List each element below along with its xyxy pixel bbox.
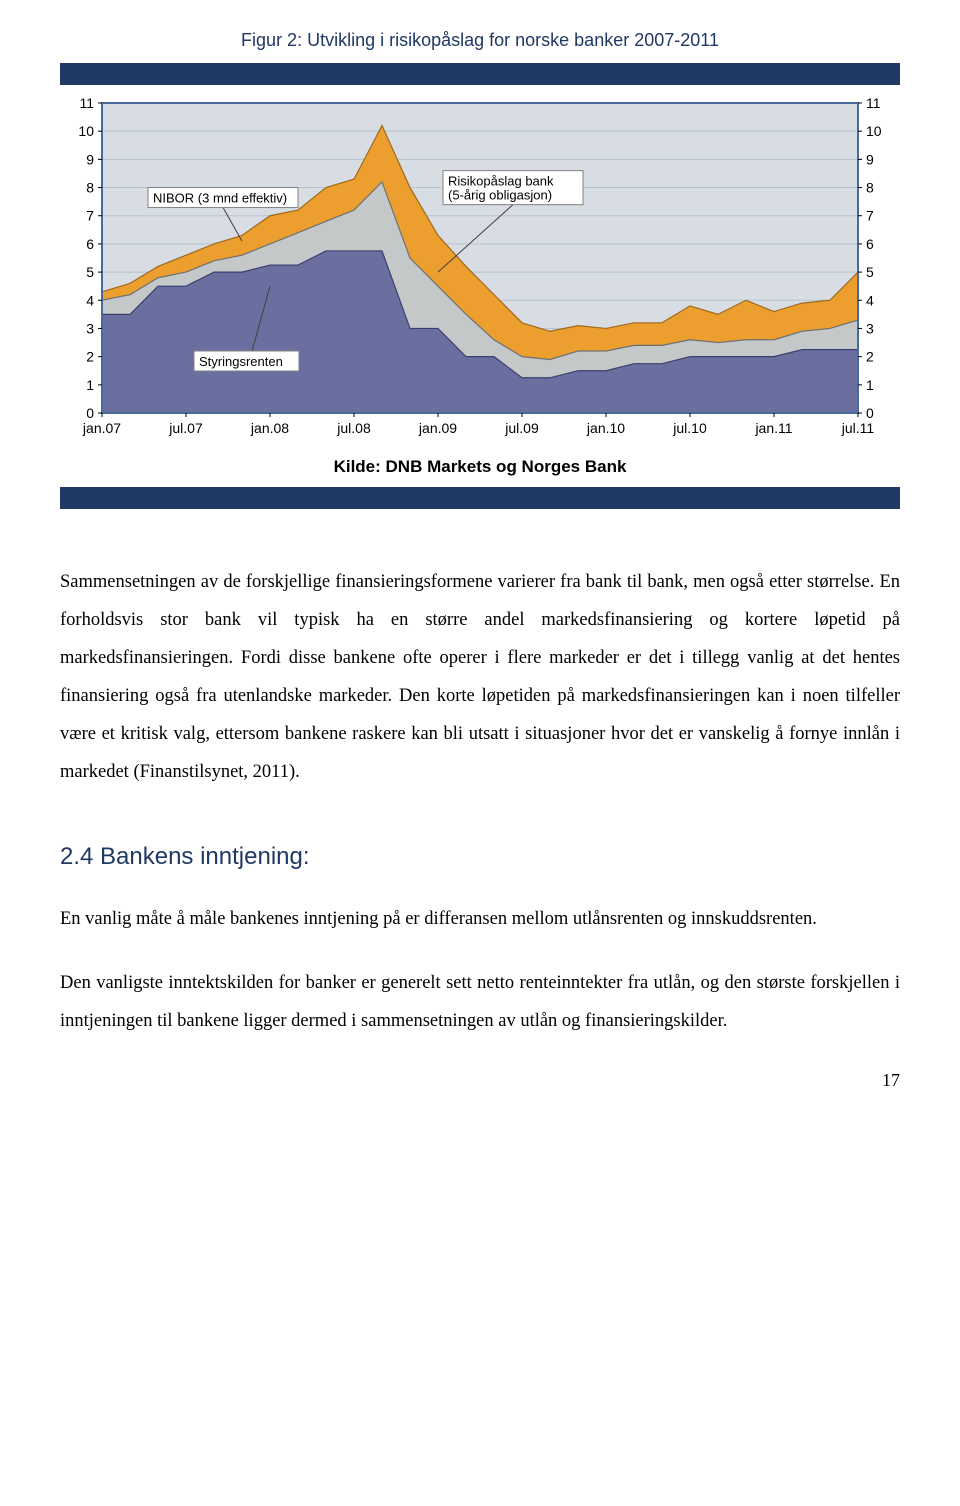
svg-text:2: 2 <box>86 349 94 365</box>
svg-text:5: 5 <box>866 264 874 280</box>
svg-text:6: 6 <box>866 236 874 252</box>
svg-text:3: 3 <box>866 320 874 336</box>
risk-spread-chart: 0 1 2 3 4 5 6 7 8 9 10 11 0 1 2 3 4 5 6 7 8 9 10 11 jan.07 jul.… <box>60 93 900 443</box>
page-number: 17 <box>60 1070 900 1091</box>
svg-text:10: 10 <box>866 123 882 139</box>
svg-text:NIBOR (3 mnd effektiv): NIBOR (3 mnd effektiv) <box>153 191 287 206</box>
svg-text:1: 1 <box>86 377 94 393</box>
svg-text:jan.08: jan.08 <box>250 420 289 436</box>
svg-text:3: 3 <box>86 320 94 336</box>
figure-source: Kilde: DNB Markets og Norges Bank <box>60 457 900 477</box>
svg-text:0: 0 <box>86 405 94 421</box>
svg-text:10: 10 <box>78 123 94 139</box>
svg-text:2: 2 <box>866 349 874 365</box>
svg-text:4: 4 <box>86 292 94 308</box>
svg-text:11: 11 <box>79 95 94 111</box>
paragraph-3: Den vanligste inntektskilden for banker … <box>60 965 900 1041</box>
divider-top <box>60 63 900 85</box>
svg-text:8: 8 <box>86 180 94 196</box>
svg-text:jan.11: jan.11 <box>754 420 792 436</box>
svg-text:(5-årig obligasjon): (5-årig obligasjon) <box>448 188 552 203</box>
svg-text:Risikopåslag bank: Risikopåslag bank <box>448 174 554 189</box>
body-text: Sammensetningen av de forskjellige finan… <box>60 564 900 1040</box>
svg-text:jul.09: jul.09 <box>504 420 539 436</box>
divider-bottom <box>60 487 900 509</box>
svg-text:jan.07: jan.07 <box>82 420 121 436</box>
svg-text:jul.10: jul.10 <box>672 420 707 436</box>
svg-text:jul.11: jul.11 <box>841 420 875 436</box>
section-heading: 2.4 Bankens inntjening: <box>60 832 900 881</box>
svg-text:Styringsrenten: Styringsrenten <box>199 354 283 369</box>
svg-text:4: 4 <box>866 292 874 308</box>
svg-text:0: 0 <box>866 405 874 421</box>
figure-caption: Figur 2: Utvikling i risikopåslag for no… <box>60 30 900 51</box>
svg-text:jan.09: jan.09 <box>418 420 457 436</box>
svg-text:11: 11 <box>866 95 881 111</box>
svg-text:7: 7 <box>86 208 94 224</box>
svg-text:9: 9 <box>86 151 94 167</box>
svg-text:6: 6 <box>86 236 94 252</box>
svg-text:1: 1 <box>866 377 874 393</box>
svg-text:7: 7 <box>866 208 874 224</box>
svg-text:8: 8 <box>866 180 874 196</box>
svg-text:jan.10: jan.10 <box>586 420 625 436</box>
paragraph-2: En vanlig måte å måle bankenes inntjenin… <box>60 901 900 939</box>
svg-text:jul.07: jul.07 <box>168 420 203 436</box>
svg-text:9: 9 <box>866 151 874 167</box>
chart-container: 0 1 2 3 4 5 6 7 8 9 10 11 0 1 2 3 4 5 6 7 8 9 10 11 jan.07 jul.… <box>60 85 900 447</box>
svg-text:5: 5 <box>86 264 94 280</box>
svg-text:jul.08: jul.08 <box>336 420 371 436</box>
paragraph-1: Sammensetningen av de forskjellige finan… <box>60 564 900 792</box>
